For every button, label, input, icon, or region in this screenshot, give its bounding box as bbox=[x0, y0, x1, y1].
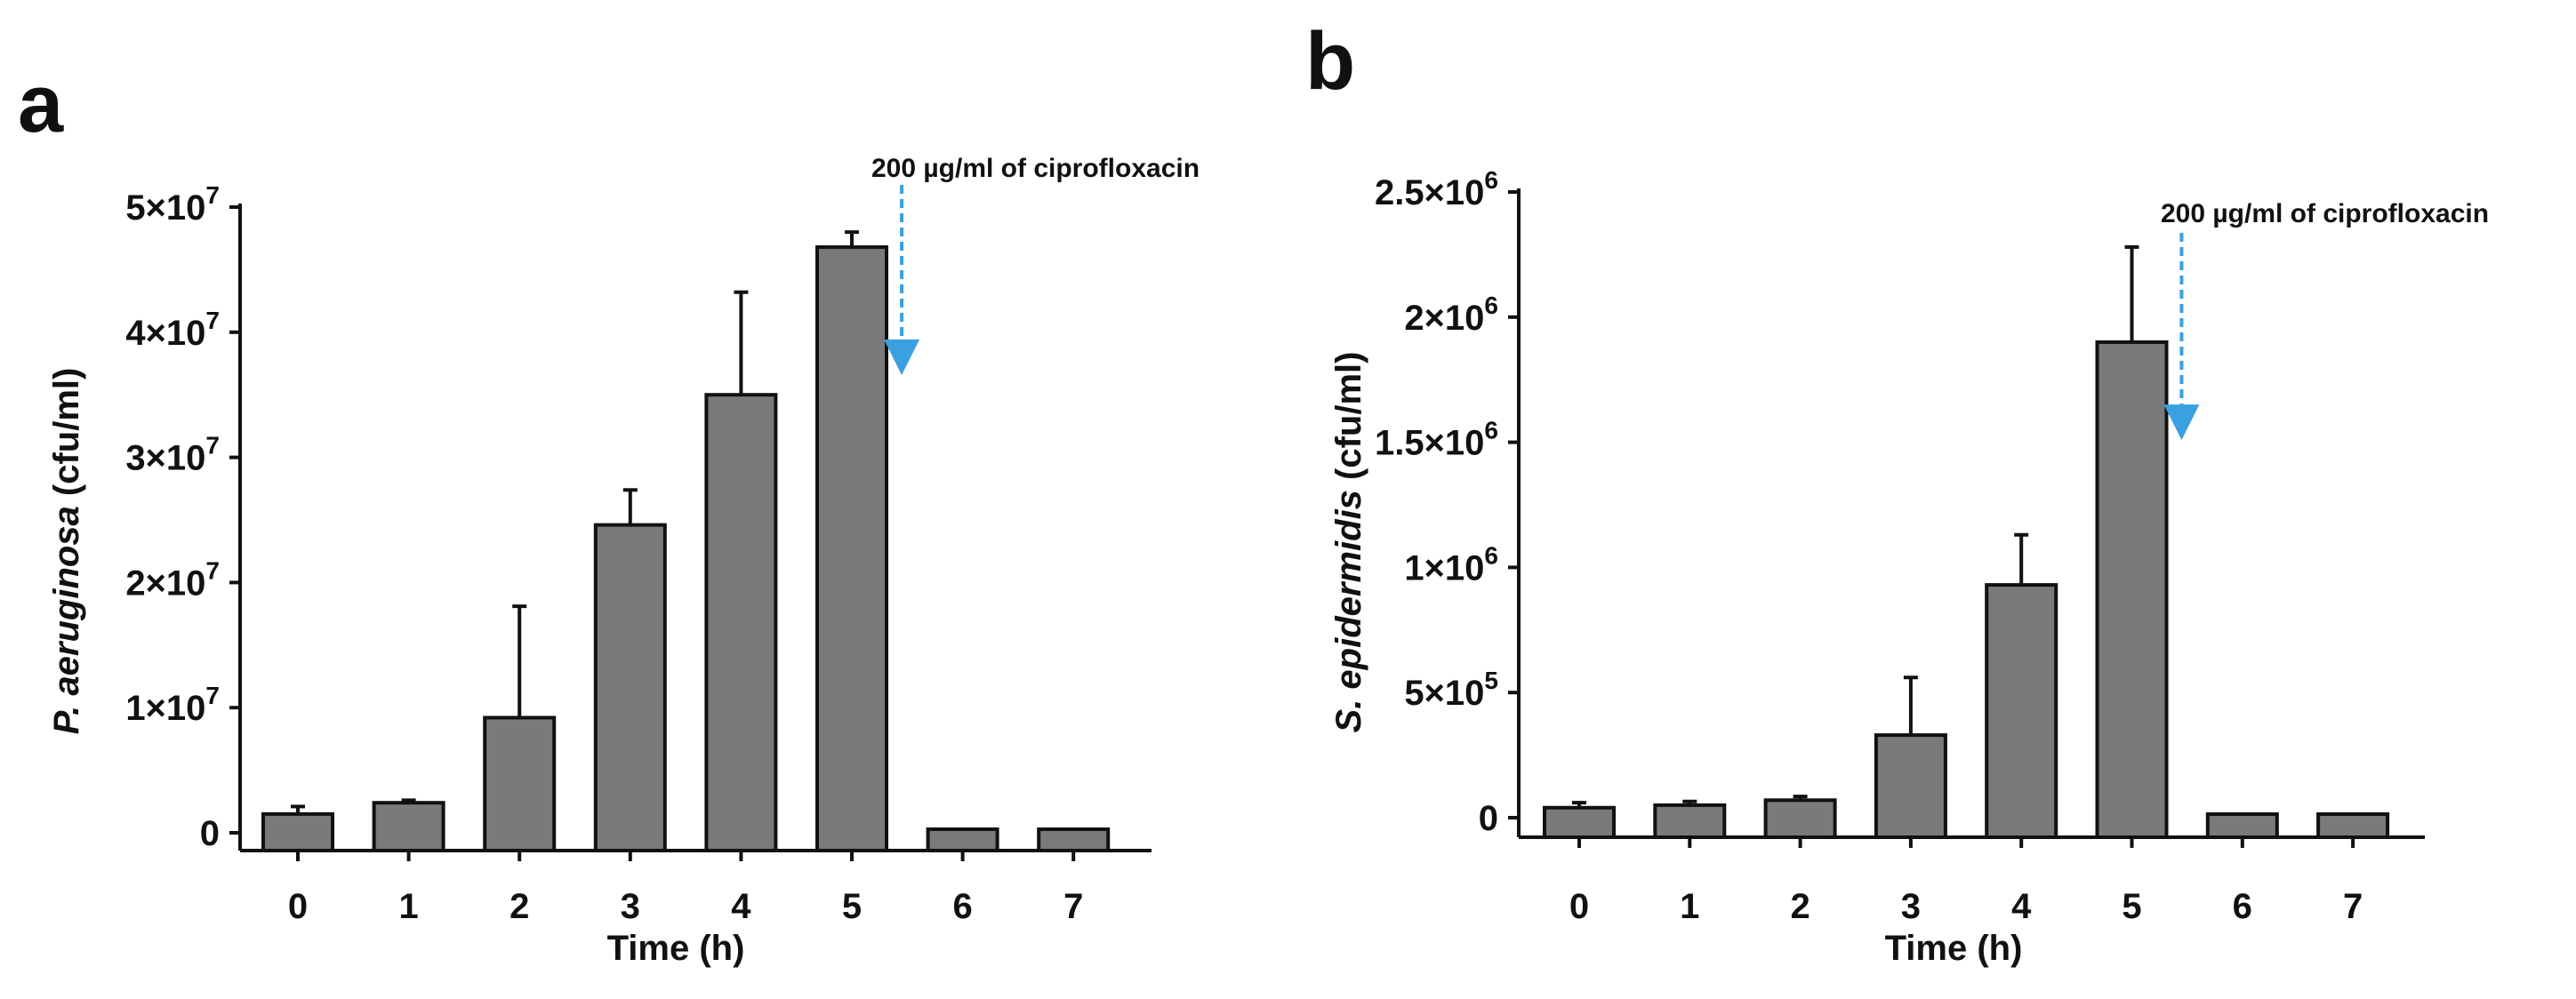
y-axis-title-b: S. epidermidis (cfu/ml) bbox=[1329, 352, 1368, 733]
bars-b bbox=[1543, 340, 2390, 840]
bar-a-1 bbox=[372, 801, 445, 853]
bar-a-6 bbox=[926, 827, 999, 852]
y-axis-title-italic-b: S. epidermidis bbox=[1329, 490, 1368, 732]
x-axis-b: 0 1 2 3 4 5 6 7 bbox=[1519, 835, 2425, 926]
y-tick-label-a-2: 2×107 bbox=[125, 556, 220, 603]
y-tick-label-a-1: 1×107 bbox=[125, 682, 220, 728]
bar-b-1 bbox=[1653, 803, 1727, 839]
annotation-text-b: 200 µg/ml of ciprofloxacin bbox=[2161, 199, 2489, 228]
y-tick-label-b-5: 2.5×106 bbox=[1375, 166, 1498, 212]
y-axis-title-italic-a: P. aeruginosa bbox=[47, 506, 86, 734]
x-axis-a: 0 1 2 3 4 5 6 7 bbox=[240, 849, 1152, 926]
x-tick-label-a-5: 5 bbox=[842, 887, 862, 926]
x-tick-label-a-2: 2 bbox=[510, 887, 529, 926]
bar-a-5 bbox=[815, 245, 888, 852]
y-axis-b: 0 5×105 1×106 1.5×106 2×106 2.5×106 bbox=[1375, 166, 1521, 838]
y-tick-label-a-4: 4×107 bbox=[125, 307, 220, 353]
x-tick-label-b-2: 2 bbox=[1790, 887, 1810, 926]
y-axis-title-a: P. aeruginosa (cfu/ml) bbox=[47, 368, 86, 735]
x-tick-label-a-4: 4 bbox=[731, 887, 751, 926]
x-tick-label-b-4: 4 bbox=[2011, 887, 2032, 926]
y-tick-label-a-3: 3×107 bbox=[125, 432, 220, 478]
panel-label-b: b bbox=[1305, 16, 1355, 107]
x-tick-label-a-1: 1 bbox=[398, 887, 418, 926]
y-axis-title-rest-b: (cfu/ml) bbox=[1329, 352, 1368, 491]
annotation-a: 200 µg/ml of ciprofloxacin bbox=[871, 154, 1200, 375]
y-axis-a: 0 1×107 2×107 3×107 4×107 5×107 bbox=[125, 181, 242, 853]
bar-a-3 bbox=[593, 523, 667, 853]
x-tick-label-b-6: 6 bbox=[2233, 887, 2252, 926]
x-axis-title-a: Time (h) bbox=[607, 929, 745, 968]
y-tick-label-a-5: 5×107 bbox=[125, 181, 220, 228]
annotation-text-a: 200 µg/ml of ciprofloxacin bbox=[871, 154, 1200, 183]
x-tick-label-b-3: 3 bbox=[1901, 887, 1921, 926]
x-tick-label-a-0: 0 bbox=[288, 887, 308, 926]
bar-a-0 bbox=[261, 811, 334, 853]
y-tick-label-b-0: 0 bbox=[1479, 799, 1498, 838]
bars-a bbox=[261, 245, 1111, 853]
panel-b: b 0 5×105 1×106 1.5×106 2×106 2.5×106 0 1 2 3 4 5 6… bbox=[1305, 16, 2489, 968]
bar-b-6 bbox=[2205, 812, 2279, 839]
x-axis-title-b: Time (h) bbox=[1885, 929, 2023, 968]
error-bars-a bbox=[291, 230, 859, 814]
bar-b-0 bbox=[1543, 805, 1616, 840]
x-tick-label-a-6: 6 bbox=[952, 887, 972, 926]
x-tick-label-a-3: 3 bbox=[621, 887, 640, 926]
x-tick-label-b-1: 1 bbox=[1680, 887, 1699, 926]
x-tick-label-b-0: 0 bbox=[1569, 887, 1589, 926]
bar-b-7 bbox=[2316, 812, 2390, 839]
x-tick-label-a-7: 7 bbox=[1063, 887, 1083, 926]
bar-b-2 bbox=[1763, 798, 1837, 840]
bar-a-2 bbox=[483, 715, 557, 852]
x-tick-label-b-7: 7 bbox=[2343, 887, 2363, 926]
y-tick-label-b-1: 5×105 bbox=[1404, 667, 1498, 713]
y-tick-label-b-4: 2×106 bbox=[1404, 292, 1498, 338]
y-axis-title-rest-a: (cfu/ml) bbox=[47, 368, 86, 507]
y-tick-label-b-3: 1.5×106 bbox=[1375, 417, 1498, 463]
panel-label-a: a bbox=[18, 59, 64, 149]
bar-b-5 bbox=[2095, 340, 2169, 839]
bar-b-4 bbox=[1985, 583, 2058, 839]
x-tick-label-b-5: 5 bbox=[2122, 887, 2141, 926]
bar-b-3 bbox=[1874, 733, 1947, 840]
annotation-b: 200 µg/ml of ciprofloxacin bbox=[2161, 199, 2489, 441]
y-tick-label-a-0: 0 bbox=[200, 814, 220, 853]
panel-a: a 0 1×107 2×107 3×107 4×107 5×107 0 1 2 3 4 5 6 7 Ti… bbox=[18, 59, 1200, 968]
y-tick-label-b-2: 1×106 bbox=[1404, 541, 1498, 587]
error-bars-b bbox=[1572, 244, 2139, 808]
bar-a-4 bbox=[704, 393, 778, 852]
bar-a-7 bbox=[1037, 827, 1111, 852]
